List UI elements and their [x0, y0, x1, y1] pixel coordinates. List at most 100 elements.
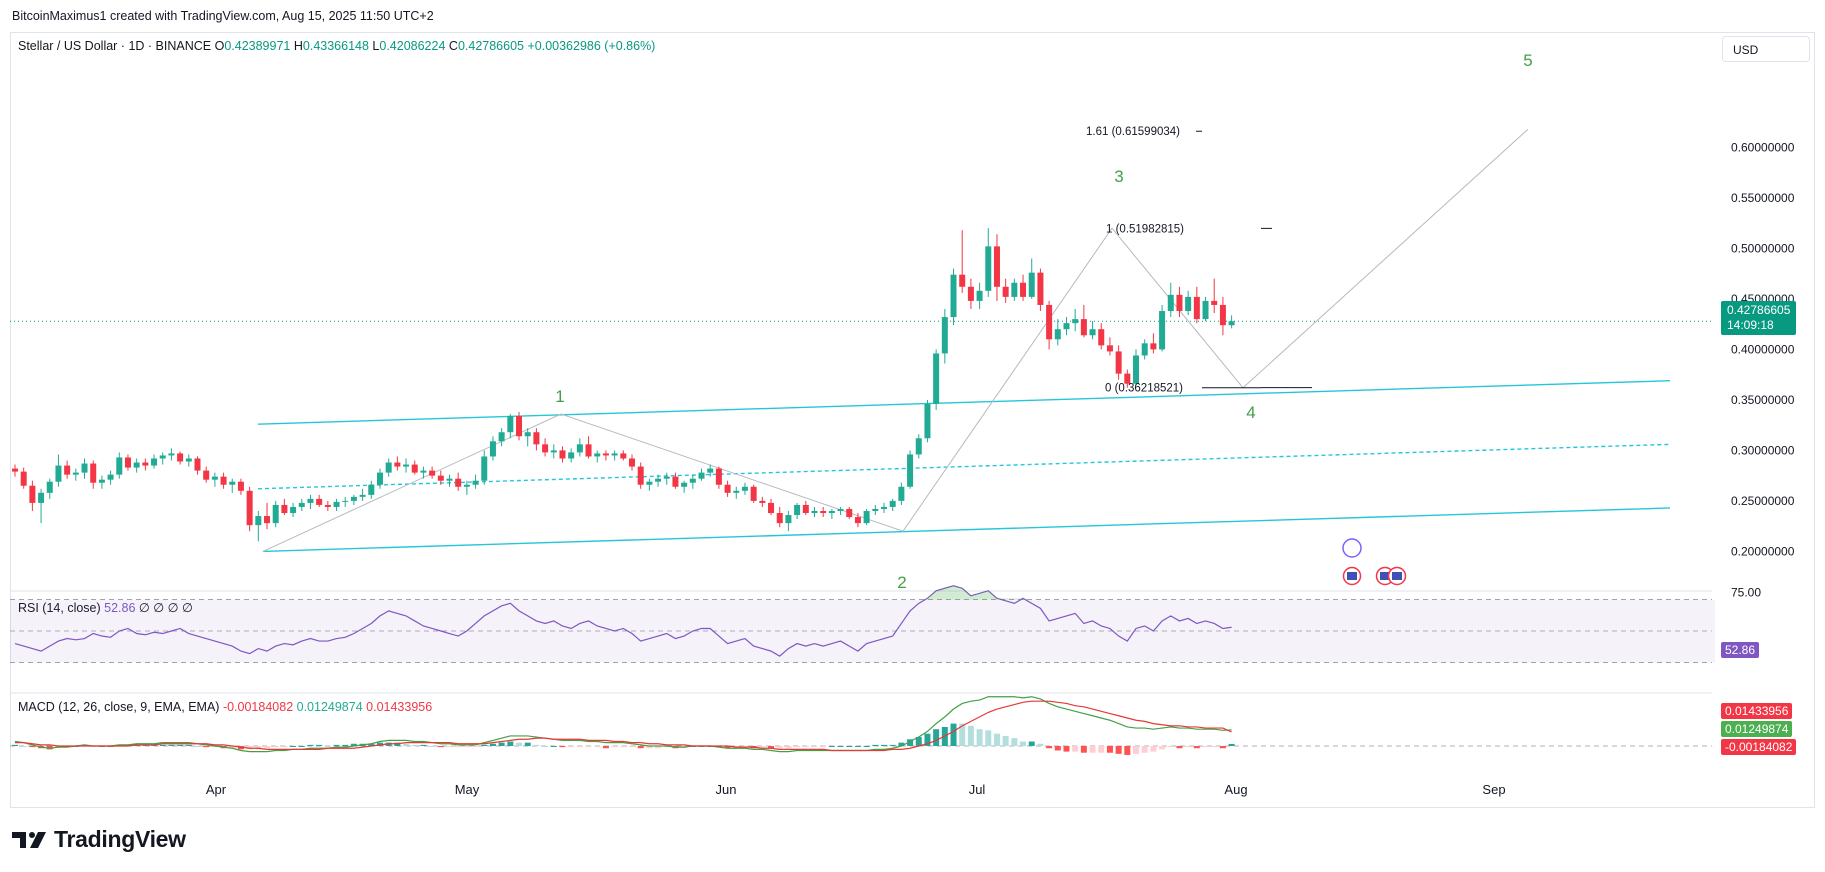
- wave-label-3: 3: [1114, 167, 1123, 186]
- macd-histogram-bar: [768, 746, 775, 749]
- candle-body: [324, 504, 331, 507]
- candle-body: [1028, 272, 1035, 297]
- candle-body: [272, 504, 279, 524]
- chart-frame: [10, 32, 1815, 808]
- macd-histogram-bar: [185, 744, 192, 746]
- candle-body: [342, 500, 349, 502]
- macd-histogram-bar: [342, 744, 349, 746]
- macd-histogram-bar: [272, 746, 279, 748]
- candle-body: [602, 453, 609, 456]
- macd-histogram-bar: [846, 746, 853, 747]
- candle-body: [116, 457, 123, 475]
- low-value: 0.42086224: [379, 39, 446, 53]
- macd-histogram-bar: [29, 746, 36, 748]
- candle-body: [715, 468, 722, 485]
- candle-body: [46, 481, 53, 493]
- high-label: H: [293, 39, 303, 53]
- candle-body: [750, 486, 757, 501]
- elliott-wave-path: [262, 128, 1529, 552]
- macd-histogram-bar: [168, 744, 175, 746]
- macd-histogram-bar: [811, 746, 818, 748]
- macd-histogram-bar: [455, 746, 462, 748]
- open-value: 0.42389971: [224, 39, 291, 53]
- candle-body: [1228, 321, 1235, 326]
- candle-body: [846, 508, 853, 518]
- candle-body: [290, 506, 297, 514]
- macd-histogram-bar: [1115, 746, 1122, 754]
- fib-level-label: 0 (0.36218521): [1105, 383, 1183, 395]
- candle-body: [38, 492, 45, 503]
- macd-histogram-bar: [159, 744, 166, 746]
- candle-body: [394, 462, 401, 467]
- x-tick-label: Apr: [206, 782, 227, 797]
- macd-histogram-bar: [1098, 746, 1105, 753]
- macd-histogram-bar: [1106, 746, 1113, 753]
- close-label: C: [448, 39, 458, 53]
- candle-body: [576, 444, 583, 453]
- rsi-band: [10, 599, 1715, 663]
- candle-body: [585, 444, 592, 457]
- rsi-value: 52.86: [104, 601, 136, 615]
- macd-histogram-bar: [915, 737, 922, 746]
- macd-histogram-bar: [1150, 746, 1157, 752]
- x-tick-label: Jul: [969, 782, 986, 797]
- rsi-badge: 52.86: [1721, 642, 1760, 658]
- event-flag-icon: [1380, 572, 1390, 580]
- candle-body: [872, 508, 879, 511]
- candle-body: [594, 453, 601, 457]
- rsi-overbought-fill: [918, 585, 1032, 600]
- candle-body: [689, 478, 696, 483]
- tradingview-logo-icon: [12, 831, 46, 848]
- y-tick-label: 0.60000000: [1731, 140, 1795, 154]
- candle-body: [20, 471, 27, 486]
- candle-body: [941, 317, 948, 354]
- macd-histogram-bar: [1072, 746, 1079, 752]
- candle-body: [333, 501, 340, 507]
- channel-upper-line: [257, 380, 1671, 425]
- candle-body: [455, 478, 462, 487]
- macd-histogram-bar: [333, 744, 340, 746]
- macd-histogram-bar: [898, 742, 905, 746]
- candle-body: [620, 453, 627, 459]
- candle-body: [785, 515, 792, 524]
- candle-body: [828, 511, 835, 514]
- candle-body: [1141, 343, 1148, 356]
- macd-histogram-bar: [446, 746, 453, 748]
- y-tick-label: 0.50000000: [1731, 241, 1795, 255]
- macd-histogram-bar: [967, 725, 974, 746]
- macd-line-badge: 0.01249874: [1721, 721, 1793, 737]
- candle-body: [794, 504, 801, 516]
- candle-body: [907, 454, 914, 487]
- candle-body: [316, 498, 323, 505]
- macd-signal-badge: 0.01433956: [1721, 703, 1793, 719]
- macd-histogram-bar: [350, 743, 357, 746]
- candle-body: [1124, 373, 1131, 384]
- macd-histogram-bar: [542, 746, 549, 747]
- macd-histogram-bar: [924, 733, 931, 746]
- candle-body: [298, 502, 305, 507]
- candle-body: [1176, 294, 1183, 312]
- candle-body: [542, 444, 549, 453]
- macd-histogram-bar: [628, 746, 635, 748]
- event-sparkle-icon: [1342, 538, 1362, 558]
- candle-body: [672, 476, 679, 487]
- candle-body: [1037, 272, 1044, 305]
- candle-body: [107, 474, 114, 480]
- event-flag-icon: [1392, 572, 1402, 580]
- candle-body: [507, 416, 514, 433]
- candle-body: [707, 468, 714, 473]
- candle-body: [837, 508, 844, 511]
- macd-histogram-bar: [602, 746, 609, 749]
- candle-body: [1046, 304, 1053, 340]
- candle-body: [655, 478, 662, 482]
- macd-histogram-bar: [489, 743, 496, 746]
- candle-body: [1080, 319, 1087, 336]
- candle-body: [985, 246, 992, 291]
- candle-body: [611, 453, 618, 456]
- macd-histogram-bar: [794, 746, 801, 748]
- close-value: 0.42786605: [457, 39, 524, 53]
- currency-button[interactable]: USD: [1722, 36, 1810, 62]
- macd-name: MACD (12, 26, close, 9, EMA, EMA): [18, 700, 220, 714]
- macd-histogram-bar: [646, 746, 653, 749]
